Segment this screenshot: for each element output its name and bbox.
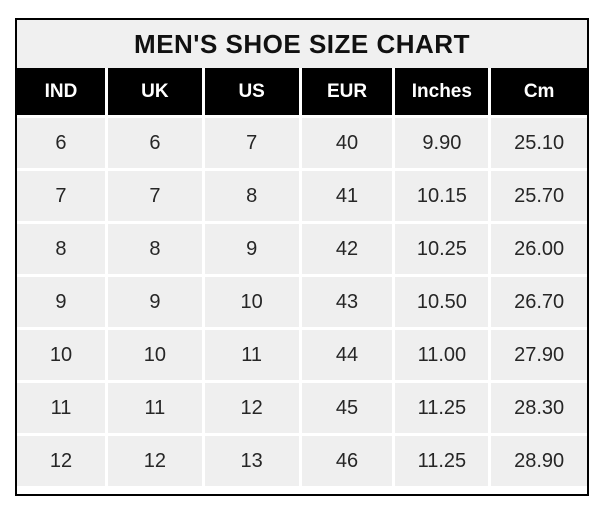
table-cell: 9 [17,277,105,327]
header-cell-us: US [204,68,299,115]
table-cell: 26.70 [491,277,587,327]
table-cell: 11 [17,383,105,433]
table-cell: 6 [17,118,105,168]
table-cell: 40 [301,118,393,168]
table-cell: 9.90 [395,118,489,168]
table-cell: 44 [301,330,393,380]
header-cell-inches: Inches [395,68,489,115]
table-cell: 7 [204,118,299,168]
header-cell-uk: UK [107,68,202,115]
table-cell: 12 [204,383,299,433]
table-cell: 10 [17,330,105,380]
header-cell-ind: IND [17,68,105,115]
table-cell: 42 [301,224,393,274]
table-cell: 28.90 [491,436,587,486]
table-cell: 9 [204,224,299,274]
table-cell: 8 [204,171,299,221]
table-cell: 9 [107,277,202,327]
table-cell: 12 [17,436,105,486]
table-cell: 41 [301,171,393,221]
header-cell-eur: EUR [301,68,393,115]
table-cell: 8 [107,224,202,274]
table-cell: 11 [107,383,202,433]
chart-title: MEN'S SHOE SIZE CHART [17,20,587,68]
table-cell: 46 [301,436,393,486]
table-cell: 10.25 [395,224,489,274]
table-cell: 26.00 [491,224,587,274]
table-cell: 11.00 [395,330,489,380]
table-cell: 11.25 [395,436,489,486]
shoe-size-chart: MEN'S SHOE SIZE CHART IND UK US EUR Inches Cm… [15,18,589,496]
table-cell: 25.70 [491,171,587,221]
table-cell: 10 [204,277,299,327]
table-cell: 27.90 [491,330,587,380]
table-cell: 7 [17,171,105,221]
table-cell: 11 [204,330,299,380]
table-cell: 6 [107,118,202,168]
table-cell: 25.10 [491,118,587,168]
table-cell: 12 [107,436,202,486]
header-cell-cm: Cm [491,68,587,115]
table-cell: 11.25 [395,383,489,433]
table-cell: 28.30 [491,383,587,433]
table-cell: 10.15 [395,171,489,221]
table-cell: 10.50 [395,277,489,327]
table-cell: 45 [301,383,393,433]
size-table: IND UK US EUR Inches Cm 6 6 7 40 9.90 25.10 7 7 8 41 10.… [17,68,587,490]
table-cell: 43 [301,277,393,327]
table-cell: 8 [17,224,105,274]
table-cell: 7 [107,171,202,221]
table-cell: 13 [204,436,299,486]
table-cell: 10 [107,330,202,380]
